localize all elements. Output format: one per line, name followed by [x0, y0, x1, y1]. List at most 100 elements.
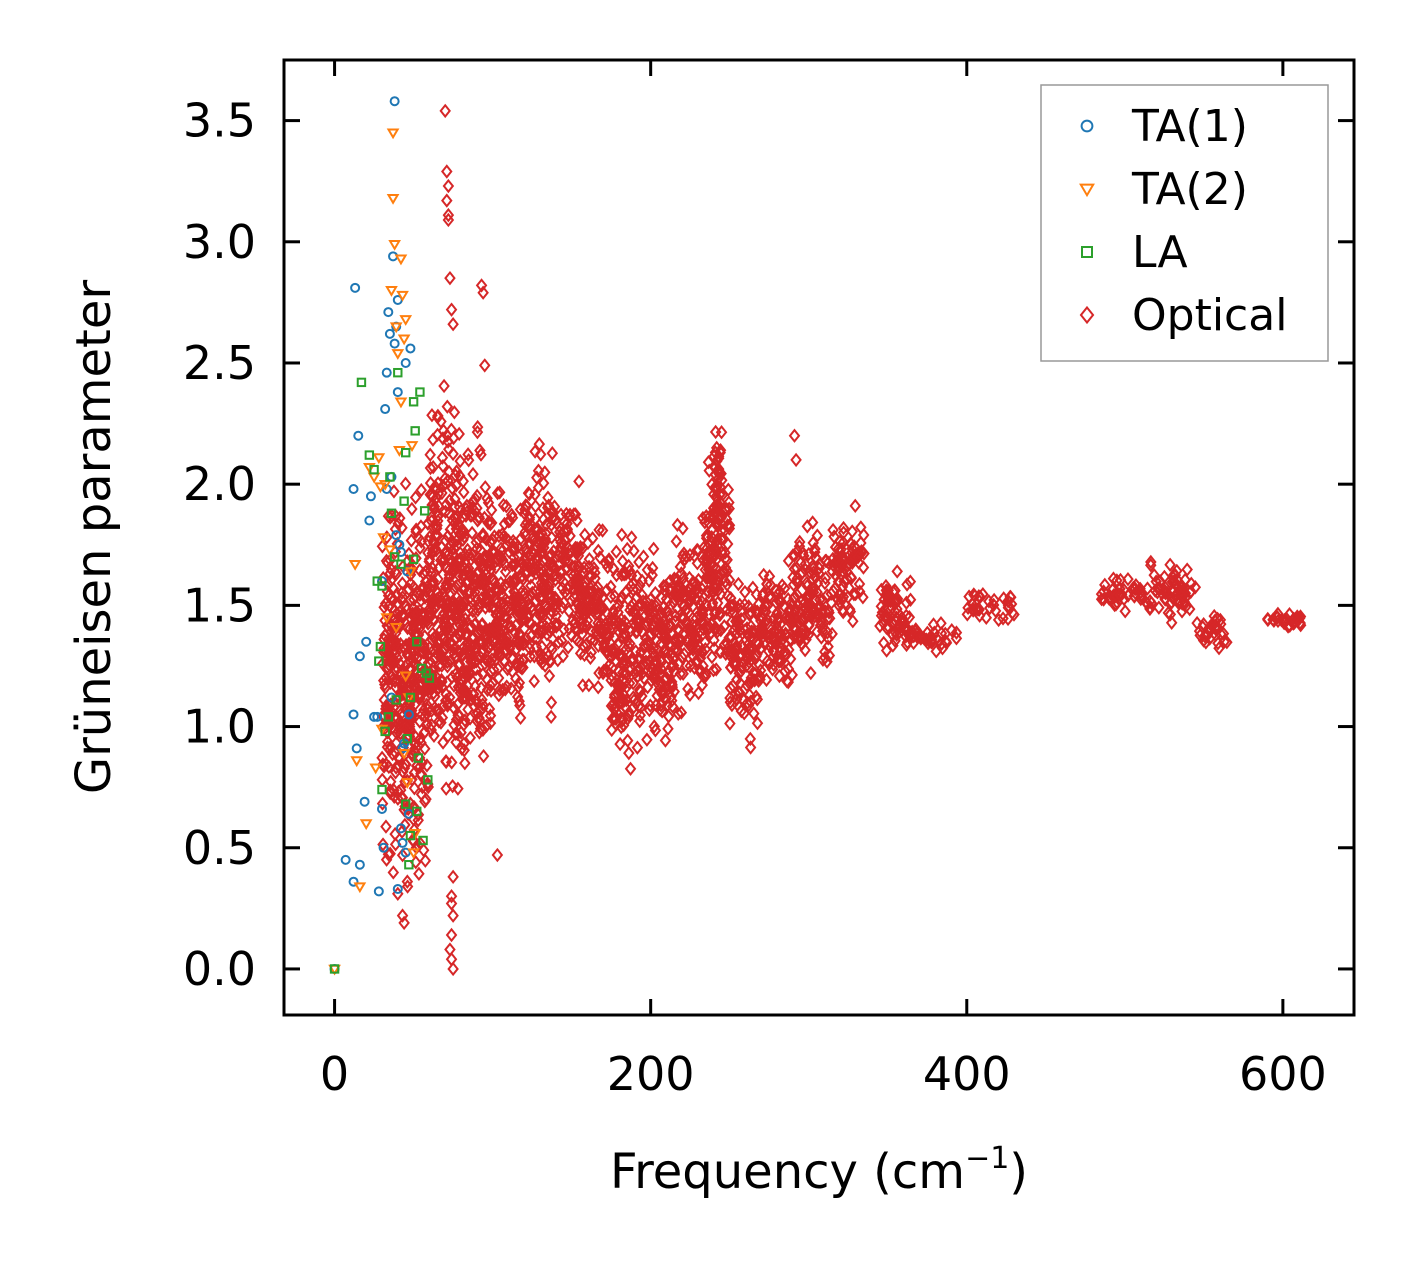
- point-optical: [461, 542, 474, 558]
- plot-frame: [282, 58, 1356, 1017]
- point-optical: [618, 626, 630, 641]
- legend-marker-ta-2: [1079, 183, 1095, 198]
- point-optical: [504, 513, 516, 529]
- point-optical: [766, 662, 779, 677]
- point-optical: [477, 529, 489, 544]
- point-optical: [973, 589, 985, 604]
- point-optical: [761, 577, 773, 592]
- point-ta-2: [388, 239, 401, 251]
- point-optical: [484, 708, 497, 723]
- point-optical: [445, 896, 458, 911]
- point-optical: [538, 465, 551, 480]
- point-optical: [500, 636, 513, 652]
- point-optical: [468, 578, 481, 593]
- point-optical: [448, 678, 460, 693]
- point-ta-2: [407, 848, 420, 860]
- point-optical: [1217, 626, 1230, 641]
- point-optical: [592, 615, 604, 631]
- point-optical: [440, 781, 452, 796]
- point-optical: [457, 485, 470, 500]
- point-la: [413, 753, 424, 763]
- point-optical: [504, 574, 516, 590]
- point-optical: [822, 603, 835, 618]
- point-optical: [471, 424, 484, 440]
- point-optical: [997, 611, 1009, 626]
- point-optical: [697, 540, 710, 556]
- point-optical: [381, 734, 394, 749]
- point-optical: [724, 590, 737, 606]
- point-optical: [442, 529, 454, 544]
- point-optical: [579, 607, 592, 622]
- point-optical: [788, 621, 800, 637]
- point-optical: [646, 567, 658, 583]
- point-optical: [499, 592, 512, 607]
- point-la: [419, 506, 430, 516]
- point-optical: [401, 879, 414, 894]
- point-optical: [768, 611, 780, 626]
- point-optical: [992, 612, 1005, 628]
- point-optical: [588, 561, 600, 576]
- point-optical: [741, 621, 753, 636]
- point-optical: [907, 635, 920, 651]
- point-optical: [641, 732, 653, 747]
- point-optical: [441, 164, 453, 179]
- point-optical: [508, 591, 521, 606]
- point-optical: [649, 723, 662, 738]
- point-la: [329, 964, 340, 974]
- point-optical: [609, 687, 621, 703]
- point-optical: [759, 598, 771, 614]
- point-optical: [610, 705, 623, 720]
- point-optical: [543, 558, 556, 573]
- point-optical: [442, 178, 455, 194]
- point-optical: [755, 608, 768, 624]
- point-optical: [811, 576, 824, 591]
- point-optical: [503, 640, 516, 655]
- point-optical: [616, 554, 629, 569]
- point-optical: [418, 741, 431, 756]
- point-optical: [506, 557, 519, 573]
- point-optical: [967, 601, 979, 616]
- point-optical: [443, 567, 456, 583]
- point-la: [405, 830, 416, 841]
- point-optical: [417, 654, 430, 669]
- point-optical: [557, 648, 569, 664]
- point-optical: [410, 584, 423, 600]
- point-optical: [565, 565, 577, 581]
- point-optical: [888, 583, 901, 598]
- point-optical: [518, 506, 531, 521]
- point-optical: [464, 730, 477, 745]
- point-optical: [435, 622, 447, 638]
- point-optical: [615, 567, 628, 582]
- point-la: [377, 784, 387, 795]
- point-optical: [639, 630, 652, 646]
- point-optical: [429, 479, 442, 494]
- point-optical: [457, 526, 470, 541]
- x-tick-label: 600: [1239, 1047, 1327, 1101]
- point-optical: [672, 706, 685, 722]
- point-optical: [829, 540, 842, 555]
- point-optical: [435, 647, 447, 662]
- point-optical: [585, 645, 598, 660]
- point-optical: [647, 541, 660, 557]
- point-optical: [491, 485, 504, 501]
- point-optical: [433, 633, 445, 649]
- point-optical: [529, 584, 542, 599]
- point-optical: [436, 450, 449, 465]
- point-optical: [782, 674, 795, 690]
- point-optical: [709, 424, 722, 440]
- x-axis-title-main: Frequency (cm: [610, 1144, 965, 1200]
- point-la: [369, 464, 379, 475]
- point-optical: [458, 616, 471, 632]
- point-optical: [514, 710, 527, 726]
- point-optical: [691, 642, 704, 658]
- point-optical: [514, 659, 527, 675]
- point-optical: [646, 598, 658, 613]
- point-optical: [537, 475, 550, 491]
- point-optical: [383, 759, 395, 775]
- point-optical: [474, 552, 487, 567]
- point-ta-2: [362, 462, 376, 474]
- point-optical: [499, 564, 512, 579]
- point-optical: [541, 500, 554, 515]
- point-optical: [773, 668, 786, 684]
- point-ta-2: [386, 128, 400, 140]
